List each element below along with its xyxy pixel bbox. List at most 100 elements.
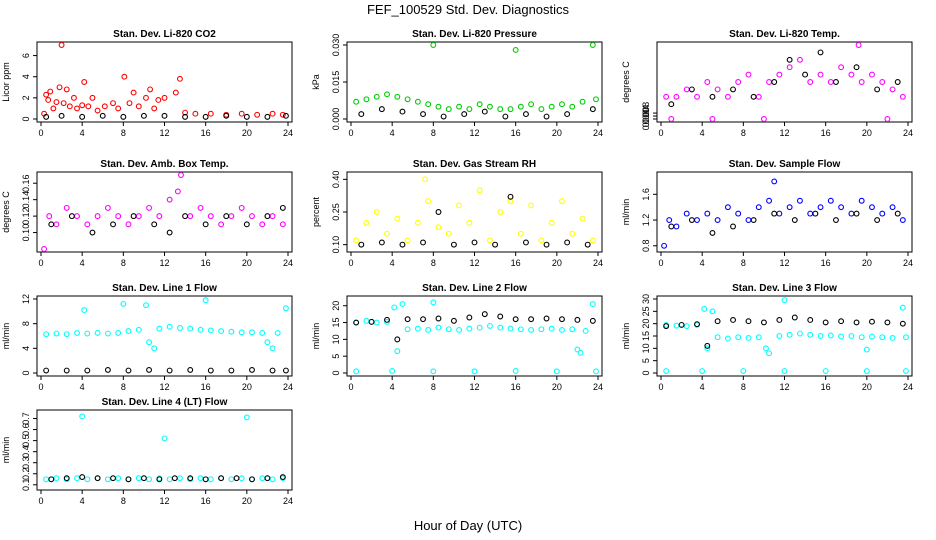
data-point [589, 301, 596, 307]
x-tick-label: 20 [242, 382, 252, 392]
data-point [855, 42, 862, 48]
data-point [714, 217, 721, 223]
data-point [156, 325, 163, 332]
data-point [63, 367, 70, 374]
data-point [760, 116, 767, 122]
y-tick-label: 20 [331, 301, 341, 311]
y-tick-label: 1.6 [641, 188, 651, 201]
data-point [435, 224, 442, 231]
chart-title: Stan. Dev. Li-820 CO2 [113, 29, 216, 40]
data-point [120, 300, 127, 307]
data-point [781, 368, 788, 374]
chart-title: Stan. Dev. Line 3 Flow [732, 283, 837, 294]
x-tick-label: 0 [658, 258, 663, 268]
x-tick-label: 4 [700, 382, 705, 392]
data-point [476, 324, 483, 331]
y-axis-label: degrees C [621, 61, 631, 103]
data-point [104, 330, 111, 337]
x-tick-label: 12 [779, 382, 789, 392]
data-point [507, 193, 514, 200]
data-point [41, 246, 48, 252]
y-tick-label: 0.5 [21, 434, 31, 447]
data-point [863, 346, 870, 353]
data-point [146, 339, 153, 346]
y-tick-label: 0 [641, 370, 651, 375]
data-point [279, 221, 286, 228]
data-point [74, 213, 80, 220]
plot-frame [346, 295, 603, 377]
data-point [425, 101, 432, 108]
data-point [238, 110, 245, 117]
data-point [688, 86, 695, 93]
data-point [592, 368, 599, 375]
data-point [704, 345, 711, 352]
data-point [755, 93, 762, 100]
x-tick-label: 20 [242, 496, 252, 506]
plot-frame [656, 171, 913, 253]
data-point [373, 209, 380, 215]
data-point [889, 204, 896, 211]
data-point [899, 217, 906, 223]
data-point [592, 96, 599, 103]
x-tick-label: 4 [700, 128, 705, 138]
data-point [156, 476, 163, 483]
data-point [450, 317, 457, 324]
data-point [827, 197, 834, 204]
data-point [807, 331, 814, 338]
data-point [420, 316, 426, 323]
chart-title: Stan. Dev. Li-820 Pressure [412, 29, 537, 40]
data-point [135, 326, 142, 333]
data-point [589, 42, 596, 48]
data-point [497, 209, 504, 215]
data-point [94, 329, 101, 336]
data-point [430, 368, 437, 375]
x-tick-label: 8 [431, 382, 436, 392]
y-axis-label: ml/min [311, 323, 321, 350]
data-point [838, 204, 845, 211]
plot-frame [36, 171, 293, 253]
data-point [243, 113, 250, 120]
data-point [435, 209, 442, 215]
series-black [668, 210, 901, 236]
data-point [259, 475, 266, 482]
data-point [559, 198, 565, 205]
data-point [838, 318, 845, 325]
x-tick-label: 16 [201, 128, 211, 138]
x-tick-label: 20 [242, 128, 252, 138]
x-tick-label: 16 [201, 382, 211, 392]
data-point [174, 188, 181, 195]
x-tick-label: 20 [862, 128, 872, 138]
figure-title: FEF_100529 Std. Dev. Diagnostics [366, 2, 570, 17]
data-point [776, 71, 783, 78]
y-tick-label: 0 [21, 116, 31, 121]
chart-title: Stan. Dev. Line 2 Flow [422, 283, 527, 294]
data-point [471, 239, 478, 246]
data-point [445, 326, 452, 333]
data-point [264, 213, 271, 220]
data-point [84, 367, 91, 374]
data-point [827, 332, 834, 339]
data-point [104, 204, 111, 211]
data-point [130, 213, 137, 220]
data-point [766, 79, 773, 85]
data-point [161, 112, 168, 119]
data-point [745, 217, 752, 223]
data-point [817, 204, 824, 211]
data-point [394, 215, 401, 222]
data-point [110, 221, 116, 228]
data-point [84, 330, 91, 337]
data-point [115, 475, 122, 482]
data-point [466, 314, 473, 321]
data-point [228, 213, 235, 220]
data-point [404, 326, 411, 333]
data-point [70, 94, 77, 101]
data-point [512, 316, 519, 323]
data-point [668, 116, 675, 122]
data-point [538, 237, 545, 244]
x-tick-label: 24 [903, 382, 913, 392]
data-point [223, 213, 230, 220]
data-point [517, 326, 524, 333]
data-point [786, 56, 793, 63]
y-tick-label: 0.12 [21, 207, 31, 225]
x-tick-label: 20 [862, 382, 872, 392]
